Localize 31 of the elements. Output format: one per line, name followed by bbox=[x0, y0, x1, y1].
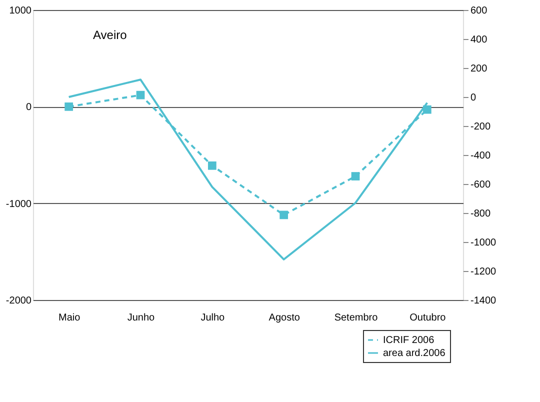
y2-tick-label: 0 bbox=[470, 92, 476, 104]
x-tick-label: Junho bbox=[127, 312, 156, 324]
text: Aveiro bbox=[93, 28, 128, 42]
y2-tick-label: -400 bbox=[470, 150, 491, 162]
y-tick-label: -1000 bbox=[6, 198, 32, 210]
y-tick-label: -2000 bbox=[6, 296, 32, 306]
point bbox=[280, 210, 288, 220]
line-series bbox=[68, 78, 428, 260]
point bbox=[136, 90, 145, 100]
y2-tick-label: 600 bbox=[470, 6, 488, 16]
x-tick-label: Setembro bbox=[334, 312, 378, 324]
legend-label: ICRIF 2006 bbox=[383, 335, 435, 346]
legend-label: area ard.2006 bbox=[383, 348, 446, 359]
y2-tick-label: -1400 bbox=[470, 296, 497, 306]
y2-tick-label: 400 bbox=[470, 34, 488, 46]
y-tick-label: 0 bbox=[26, 102, 32, 114]
point bbox=[422, 105, 432, 114]
y2-tick-label: -200 bbox=[470, 122, 491, 132]
y2-tick-label: -600 bbox=[470, 180, 491, 190]
y2-tick-label: -1000 bbox=[470, 238, 497, 248]
y2-tick-label: 200 bbox=[470, 64, 488, 74]
x-tick-label: Maio bbox=[58, 312, 81, 324]
point bbox=[64, 102, 74, 111]
y2-tick-label: -800 bbox=[470, 208, 491, 220]
x-tick-label: Agosto bbox=[268, 312, 300, 324]
point bbox=[208, 161, 216, 170]
y-tick-label: 1000 bbox=[9, 6, 32, 16]
point bbox=[351, 172, 360, 180]
x-tick-label: Julho bbox=[200, 312, 226, 324]
x-tick-label: Outubro bbox=[410, 312, 446, 324]
y2-tick-label: -1200 bbox=[470, 266, 497, 278]
